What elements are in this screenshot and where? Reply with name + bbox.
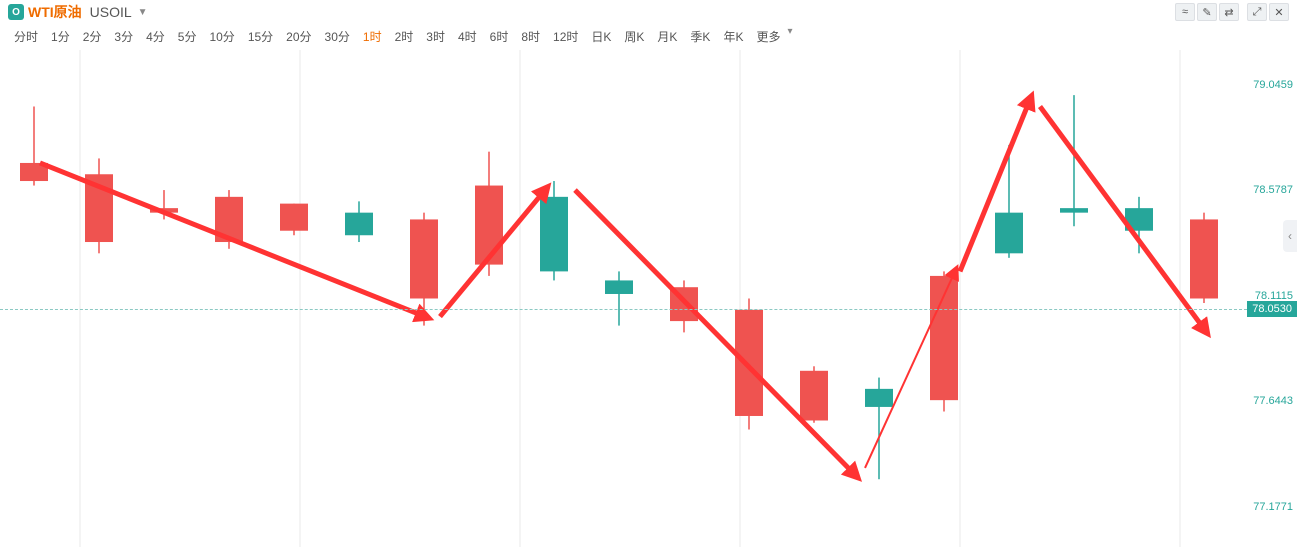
- timeframe-12时[interactable]: 12时: [547, 26, 584, 42]
- timeframe-bar: 分时1分2分3分4分5分10分15分20分30分1时2时3时4时6时8时12时日…: [0, 24, 1297, 48]
- y-axis-label: 77.1771: [1253, 501, 1293, 513]
- toolbar-icon-1[interactable]: ✎: [1197, 3, 1217, 21]
- timeframe-10分[interactable]: 10分: [203, 26, 240, 42]
- toolbar-icon-4[interactable]: ✕: [1269, 3, 1289, 21]
- y-axis-label: 77.6443: [1253, 395, 1293, 407]
- timeframe-更多[interactable]: 更多: [750, 26, 786, 42]
- timeframe-15分[interactable]: 15分: [242, 26, 279, 42]
- timeframe-6时[interactable]: 6时: [484, 26, 515, 42]
- y-axis-label: 79.0459: [1253, 79, 1293, 91]
- symbol-title-group[interactable]: O WTI原油 USOIL ▼: [8, 2, 148, 22]
- logo-badge-icon: O: [8, 4, 24, 20]
- timeframe-8时[interactable]: 8时: [515, 26, 546, 42]
- timeframe-4时[interactable]: 4时: [452, 26, 483, 42]
- timeframe-4分[interactable]: 4分: [140, 26, 171, 42]
- expand-tab-icon[interactable]: ‹: [1283, 220, 1297, 252]
- logo-letter: O: [12, 7, 20, 18]
- timeframe-月K[interactable]: 月K: [651, 26, 683, 42]
- timeframe-1时[interactable]: 1时: [357, 26, 388, 42]
- timeframe-30分[interactable]: 30分: [319, 26, 356, 42]
- candlestick-chart: [0, 50, 1247, 547]
- toolbar-icon-2[interactable]: ⇄: [1219, 3, 1239, 21]
- y-axis-label: 78.1115: [1255, 290, 1293, 302]
- timeframe-5分[interactable]: 5分: [172, 26, 203, 42]
- current-price-line: [0, 309, 1247, 310]
- dropdown-caret-icon[interactable]: ▼: [138, 7, 148, 18]
- timeframe-3时[interactable]: 3时: [420, 26, 451, 42]
- chart-header: O WTI原油 USOIL ▼ ≈✎⇄ ⤢✕: [0, 0, 1297, 24]
- y-axis: 79.0459 78.5787 78.1115 77.6443 77.1771: [1247, 50, 1297, 547]
- timeframe-3分[interactable]: 3分: [108, 26, 139, 42]
- current-price-tag: 78.0530: [1247, 301, 1297, 317]
- symbol-code: USOIL: [90, 4, 132, 20]
- timeframe-季K[interactable]: 季K: [684, 26, 716, 42]
- toolbar-icon-3[interactable]: ⤢: [1247, 3, 1267, 21]
- timeframe-日K[interactable]: 日K: [585, 26, 617, 42]
- timeframe-2时[interactable]: 2时: [389, 26, 420, 42]
- timeframe-分时[interactable]: 分时: [8, 26, 44, 42]
- symbol-name: WTI原油: [28, 2, 82, 22]
- y-axis-label: 78.5787: [1253, 184, 1293, 196]
- timeframe-2分[interactable]: 2分: [77, 26, 108, 42]
- toolbar-icon-0[interactable]: ≈: [1175, 3, 1195, 21]
- timeframe-20分[interactable]: 20分: [280, 26, 317, 42]
- timeframe-周K[interactable]: 周K: [618, 26, 650, 42]
- toolbar: ≈✎⇄ ⤢✕: [1175, 3, 1289, 21]
- timeframe-年K[interactable]: 年K: [717, 26, 749, 42]
- timeframe-1分[interactable]: 1分: [45, 26, 76, 42]
- more-caret-icon[interactable]: ▾: [787, 26, 792, 42]
